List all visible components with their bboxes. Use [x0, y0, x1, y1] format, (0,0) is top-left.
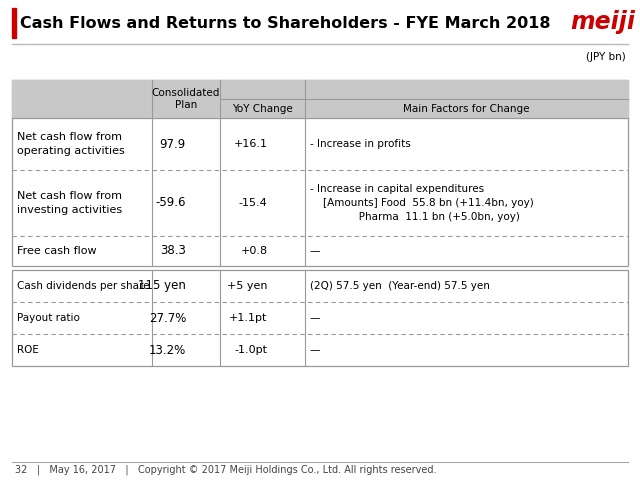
Text: - Increase in profits: - Increase in profits — [310, 139, 411, 149]
Text: Net cash flow from
investing activities: Net cash flow from investing activities — [17, 192, 122, 215]
Text: -15.4: -15.4 — [239, 198, 268, 208]
Text: Free cash flow: Free cash flow — [17, 246, 97, 256]
Bar — [12, 80, 628, 118]
Text: 32   |   May 16, 2017   |   Copyright © 2017 Meiji Holdings Co., Ltd. All rights: 32 | May 16, 2017 | Copyright © 2017 Mei… — [15, 465, 436, 475]
Text: (2Q) 57.5 yen  (Year-end) 57.5 yen: (2Q) 57.5 yen (Year-end) 57.5 yen — [310, 281, 490, 291]
Text: Consolidated
Plan: Consolidated Plan — [152, 88, 220, 110]
Bar — [12, 270, 628, 366]
Text: +5 yen: +5 yen — [227, 281, 268, 291]
Text: —: — — [310, 313, 321, 323]
Text: - Increase in capital expenditures
    [Amounts] Food  55.8 bn (+11.4bn, yoy)
  : - Increase in capital expenditures [Amou… — [310, 184, 534, 222]
Text: meiji: meiji — [570, 10, 636, 34]
Text: 13.2%: 13.2% — [148, 344, 186, 357]
Text: 97.9: 97.9 — [160, 137, 186, 151]
Text: +1.1pt: +1.1pt — [229, 313, 268, 323]
Text: +0.8: +0.8 — [241, 246, 268, 256]
Text: +16.1: +16.1 — [234, 139, 268, 149]
Text: Main Factors for Change: Main Factors for Change — [403, 104, 530, 113]
Text: Cash Flows and Returns to Shareholders - FYE March 2018: Cash Flows and Returns to Shareholders -… — [20, 15, 550, 31]
Bar — [12, 80, 628, 266]
Text: 115 yen: 115 yen — [138, 279, 186, 292]
Text: Cash dividends per share: Cash dividends per share — [17, 281, 150, 291]
Text: ROE: ROE — [17, 345, 39, 355]
Text: 27.7%: 27.7% — [148, 312, 186, 324]
Text: -59.6: -59.6 — [156, 196, 186, 209]
Text: —: — — [310, 345, 321, 355]
Text: YoY Change: YoY Change — [232, 104, 293, 113]
Bar — [12, 8, 16, 38]
Text: -1.0pt: -1.0pt — [234, 345, 268, 355]
Text: (JPY bn): (JPY bn) — [586, 52, 626, 62]
Text: —: — — [310, 246, 321, 256]
Text: Net cash flow from
operating activities: Net cash flow from operating activities — [17, 132, 125, 156]
Text: Payout ratio: Payout ratio — [17, 313, 80, 323]
Text: 38.3: 38.3 — [160, 244, 186, 257]
